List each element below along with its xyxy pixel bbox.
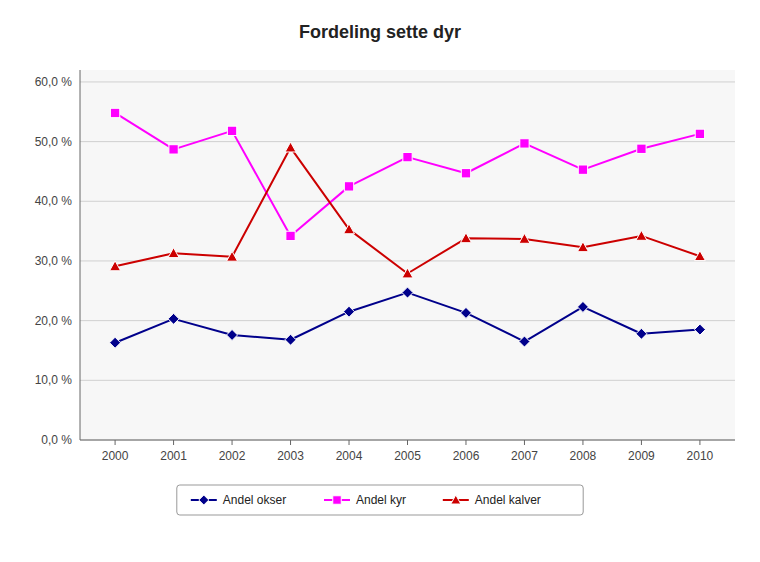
grid-line [80,260,735,261]
x-tick-label: 2002 [219,449,246,463]
legend: Andel okser Andel kyr Andel kalver [177,485,583,515]
x-tick-label: 2001 [160,449,187,463]
y-tick-label: 10,0 % [35,373,73,387]
x-tick [524,440,525,445]
y-tick-label: 50,0 % [35,135,73,149]
grid [80,82,735,440]
grid-line [80,201,735,202]
x-tick-label: 2003 [277,449,304,463]
point [168,313,179,324]
legend-label: Andel kyr [356,493,406,507]
x-tick-label: 2010 [687,449,714,463]
point [460,307,471,318]
legend-marker [199,495,209,505]
point [577,242,588,252]
x-tick [465,440,466,445]
chart: Fordeling sette dyr 0,0 % 10,0 % 20,0 % 30,0… [0,0,760,562]
grid-line [80,81,735,82]
point [519,233,530,243]
point [227,251,238,261]
point [636,328,647,339]
y-tick-label: 20,0 % [35,314,73,328]
point [110,337,121,348]
point [636,230,647,240]
x-tick [407,440,408,445]
y-axis-line [80,70,81,440]
point [168,248,179,258]
point [461,169,470,178]
x-axis-line [80,440,735,441]
x-tick-label: 2006 [453,449,480,463]
y-tick-label: 60,0 % [35,75,73,89]
point [344,224,355,234]
point [110,261,121,271]
x-tick [641,440,642,445]
y-tick-label: 0,0 % [41,433,72,447]
point [227,126,236,135]
plot-area [80,70,735,440]
point [344,182,353,191]
point [402,268,413,278]
x-tick [349,440,350,445]
title: Fordeling sette dyr [299,22,461,42]
point [519,336,530,347]
legend-label: Andel kalver [475,493,541,507]
x-tick [582,440,583,445]
x-tick [173,440,174,445]
legend-frame [177,485,583,515]
marks [110,108,706,348]
x-tick-label: 2004 [336,449,363,463]
x-tick [115,440,116,445]
point [520,139,529,148]
series-line [115,148,700,274]
grid-line [80,440,735,441]
point [110,108,119,117]
x-tick-label: 2009 [628,449,655,463]
point [403,152,412,161]
grid-line [80,380,735,381]
grid-line [80,141,735,142]
y-tick-label: 40,0 % [35,194,73,208]
point [285,334,296,345]
x-tick [232,440,233,445]
point [344,306,355,317]
point [694,251,705,261]
point [402,287,413,298]
series-line [115,293,700,343]
point [286,231,295,240]
point [285,142,296,152]
x-tick-label: 2007 [511,449,538,463]
point [694,324,705,335]
point [460,233,471,243]
point [578,165,587,174]
legend-marker [333,496,342,505]
point [695,129,704,138]
legend-marker [451,495,461,504]
point [227,329,238,340]
x-tick-label: 2008 [570,449,597,463]
x-tick-label: 2005 [394,449,421,463]
legend-label: Andel okser [223,493,286,507]
point [637,144,646,153]
x-tick [290,440,291,445]
point [169,145,178,154]
point [577,301,588,312]
x-tick [699,440,700,445]
x-tick-label: 2000 [102,449,129,463]
y-tick-label: 30,0 % [35,254,73,268]
series-line [115,113,700,236]
